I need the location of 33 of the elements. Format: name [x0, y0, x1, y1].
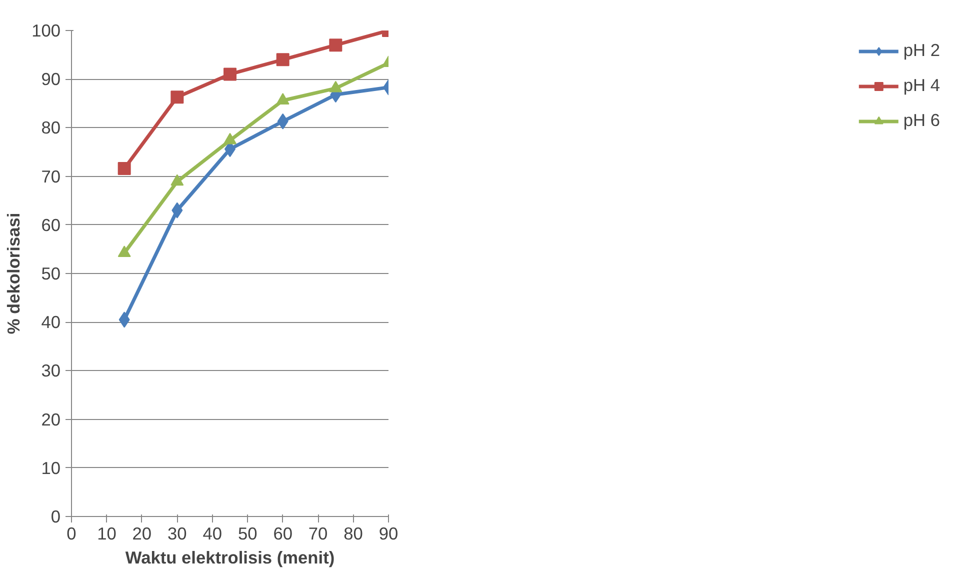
- x-tick-label: 90: [378, 524, 398, 544]
- point: [329, 38, 342, 52]
- x-tick-label: 20: [132, 524, 152, 544]
- point: [224, 68, 236, 81]
- y-tick-label: 80: [41, 118, 61, 138]
- x-tick-label: 10: [97, 524, 116, 544]
- legend-label: pH 2: [903, 40, 940, 61]
- legend-label: pH 4: [903, 75, 940, 96]
- y-tick-label: 90: [41, 69, 61, 90]
- point: [170, 174, 184, 186]
- x-tick-label: 70: [308, 524, 328, 544]
- y-axis-title: % dekolorisasi: [4, 212, 24, 334]
- x-tick-label: 80: [344, 524, 363, 544]
- point: [276, 53, 290, 66]
- y-tick-label: 20: [41, 409, 61, 430]
- y-tick-label: 10: [41, 458, 61, 478]
- x-tick-label: 0: [66, 524, 76, 544]
- point: [118, 246, 131, 258]
- y-tick-label: 70: [41, 166, 61, 186]
- x-tick-label: 30: [168, 524, 187, 544]
- y-tick-label: 60: [41, 214, 61, 235]
- y-tick-label: 50: [41, 264, 61, 284]
- x-tick-label: 60: [273, 524, 292, 544]
- y-tick-label: 30: [41, 360, 61, 381]
- point: [118, 162, 131, 176]
- x-tick-label: 40: [202, 524, 222, 544]
- x-axis-title: Waktu elektrolisis (menit): [125, 548, 335, 568]
- x-tick-label: 50: [238, 524, 258, 544]
- y-tick-label: 40: [41, 312, 61, 332]
- point: [170, 90, 184, 104]
- y-tick-label: 100: [32, 20, 61, 40]
- legend-label: pH 6: [903, 110, 940, 131]
- y-tick-label: 0: [50, 506, 61, 526]
